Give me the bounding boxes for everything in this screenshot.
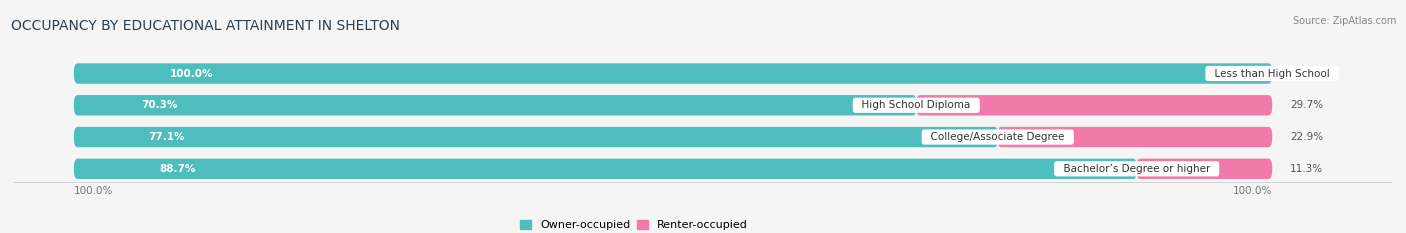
Text: 11.3%: 11.3%	[1291, 164, 1323, 174]
Text: Source: ZipAtlas.com: Source: ZipAtlas.com	[1292, 16, 1396, 26]
FancyBboxPatch shape	[75, 159, 1137, 179]
Text: High School Diploma: High School Diploma	[855, 100, 977, 110]
Text: College/Associate Degree: College/Associate Degree	[924, 132, 1071, 142]
FancyBboxPatch shape	[75, 95, 1272, 115]
FancyBboxPatch shape	[917, 95, 1272, 115]
Text: OCCUPANCY BY EDUCATIONAL ATTAINMENT IN SHELTON: OCCUPANCY BY EDUCATIONAL ATTAINMENT IN S…	[11, 19, 401, 33]
Text: 70.3%: 70.3%	[142, 100, 177, 110]
Text: 77.1%: 77.1%	[148, 132, 184, 142]
Legend: Owner-occupied, Renter-occupied: Owner-occupied, Renter-occupied	[516, 215, 752, 233]
FancyBboxPatch shape	[75, 63, 1272, 84]
FancyBboxPatch shape	[75, 159, 1272, 179]
Text: 100.0%: 100.0%	[170, 69, 214, 79]
FancyBboxPatch shape	[75, 127, 998, 147]
Text: 88.7%: 88.7%	[159, 164, 195, 174]
FancyBboxPatch shape	[1136, 159, 1272, 179]
Text: 0.0%: 0.0%	[1291, 69, 1316, 79]
Text: Bachelor’s Degree or higher: Bachelor’s Degree or higher	[1057, 164, 1216, 174]
Text: 22.9%: 22.9%	[1291, 132, 1323, 142]
Text: 100.0%: 100.0%	[75, 186, 114, 196]
Text: 100.0%: 100.0%	[1233, 186, 1272, 196]
FancyBboxPatch shape	[75, 127, 1272, 147]
Text: 29.7%: 29.7%	[1291, 100, 1323, 110]
FancyBboxPatch shape	[75, 63, 1272, 84]
FancyBboxPatch shape	[998, 127, 1272, 147]
Text: Less than High School: Less than High School	[1208, 69, 1336, 79]
FancyBboxPatch shape	[75, 95, 917, 115]
